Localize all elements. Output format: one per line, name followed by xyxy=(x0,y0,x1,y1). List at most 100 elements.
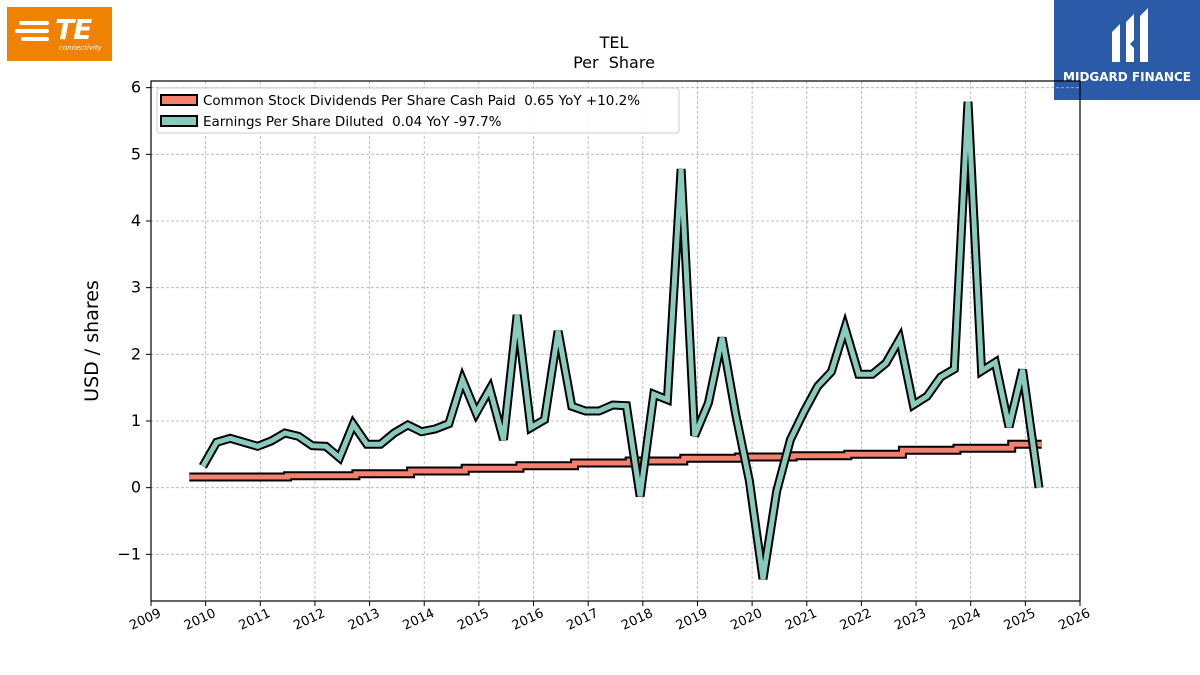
series-1-point xyxy=(451,470,452,471)
series-2-point xyxy=(626,405,627,406)
series-1-point xyxy=(697,458,698,459)
series-1-point xyxy=(273,476,274,477)
legend: Common Stock Dividends Per Share Cash Pa… xyxy=(156,87,680,134)
series-2-point xyxy=(749,480,750,481)
series-2-point xyxy=(995,362,996,363)
series-2-point xyxy=(1038,487,1039,488)
series-2-point xyxy=(653,394,654,395)
series-2-point xyxy=(530,427,531,428)
series-1-point xyxy=(997,448,998,449)
series-1-point xyxy=(670,460,671,461)
series-layer xyxy=(189,101,1044,580)
series-1-point xyxy=(437,470,438,471)
series-2-point xyxy=(667,399,668,400)
x-tick-label: 2018 xyxy=(619,606,655,634)
series-2-point xyxy=(476,412,477,413)
series-1-point xyxy=(929,450,930,451)
series-1-point xyxy=(246,476,247,477)
series-2-point xyxy=(216,442,217,443)
series-1-point xyxy=(984,448,985,449)
chart-title: TEL xyxy=(599,33,629,52)
series-2-point xyxy=(380,444,381,445)
x-tick-label: 2017 xyxy=(565,606,601,634)
series-1-point xyxy=(189,476,190,477)
series-1-point xyxy=(683,458,684,459)
x-tick-label: 2016 xyxy=(510,606,546,634)
series-2-point xyxy=(339,457,340,458)
series-1-point xyxy=(615,462,616,463)
series-2-point xyxy=(954,368,955,369)
series-2-point xyxy=(885,362,886,363)
series-2-point xyxy=(325,446,326,447)
axes: 2009 2010 2011 2012 2013 2014 2015 2016 2017 2018… xyxy=(117,78,1092,634)
x-tick-label: 2012 xyxy=(291,606,327,634)
grid xyxy=(150,81,1081,601)
series-1-point xyxy=(806,455,807,456)
y-tick-label: 5 xyxy=(131,144,141,163)
series-2-point xyxy=(694,435,695,436)
series-2-point xyxy=(858,374,859,375)
series-1-point xyxy=(314,475,315,476)
series-1-point xyxy=(287,475,288,476)
series-2-point xyxy=(271,440,272,441)
x-tick-label: 2015 xyxy=(455,606,491,634)
series-1-point xyxy=(369,473,370,474)
series-2-point xyxy=(462,379,463,380)
logo-speed-bar xyxy=(21,37,49,41)
y-tick-label: 1 xyxy=(131,411,141,430)
x-tick-label: 2019 xyxy=(674,606,710,634)
series-1-point xyxy=(752,456,753,457)
series-2-point xyxy=(585,410,586,411)
series-2-point xyxy=(230,438,231,439)
series-1-point xyxy=(396,473,397,474)
y-axis-label: USD / shares xyxy=(81,280,103,402)
series-1-point xyxy=(560,465,561,466)
series-1-point xyxy=(738,456,739,457)
series-2-point xyxy=(517,314,518,315)
series-2-point xyxy=(762,578,763,579)
legend-box xyxy=(156,87,680,134)
x-tick-label: 2009 xyxy=(127,606,163,634)
series-1-point xyxy=(533,465,534,466)
series-1-point xyxy=(847,454,848,455)
series-2-point xyxy=(202,466,203,467)
series-2-point xyxy=(967,101,968,102)
series-1-point xyxy=(943,450,944,451)
series-2-point xyxy=(599,410,600,411)
series-1-point xyxy=(260,476,261,477)
series-1-point xyxy=(301,475,302,476)
series-1-point xyxy=(355,473,356,474)
series-2-point xyxy=(1022,369,1023,370)
series-2-point xyxy=(899,338,900,339)
y-tick-label: 3 xyxy=(131,278,141,297)
series-1-point xyxy=(424,470,425,471)
series-1-point xyxy=(519,465,520,466)
series-2-point xyxy=(243,442,244,443)
series-1-point xyxy=(547,465,548,466)
series-1-point xyxy=(629,460,630,461)
logo-brand-text: MIDGARD FINANCE xyxy=(1063,70,1191,84)
y-tick-label: 6 xyxy=(131,78,141,97)
series-1-point xyxy=(711,458,712,459)
series-1-point xyxy=(205,476,206,477)
series-1-point xyxy=(793,455,794,456)
series-1-point xyxy=(383,473,384,474)
y-tick-label: 2 xyxy=(131,344,141,363)
series-1-point xyxy=(342,475,343,476)
series-outline-2 xyxy=(198,101,1044,580)
series-1-point xyxy=(1011,444,1012,445)
series-2-point xyxy=(448,423,449,424)
series-2-point xyxy=(940,376,941,377)
series-1-point xyxy=(219,476,220,477)
series-2-point xyxy=(366,444,367,445)
series-2-point xyxy=(776,490,777,491)
series-2-point xyxy=(571,406,572,407)
logo-tagline: connectivity xyxy=(59,44,102,52)
series-2-point xyxy=(981,370,982,371)
series-2-point xyxy=(817,386,818,387)
series-2-point xyxy=(872,374,873,375)
series-2-point xyxy=(844,327,845,328)
series-1-point xyxy=(779,456,780,457)
series-1-point xyxy=(1041,444,1042,445)
